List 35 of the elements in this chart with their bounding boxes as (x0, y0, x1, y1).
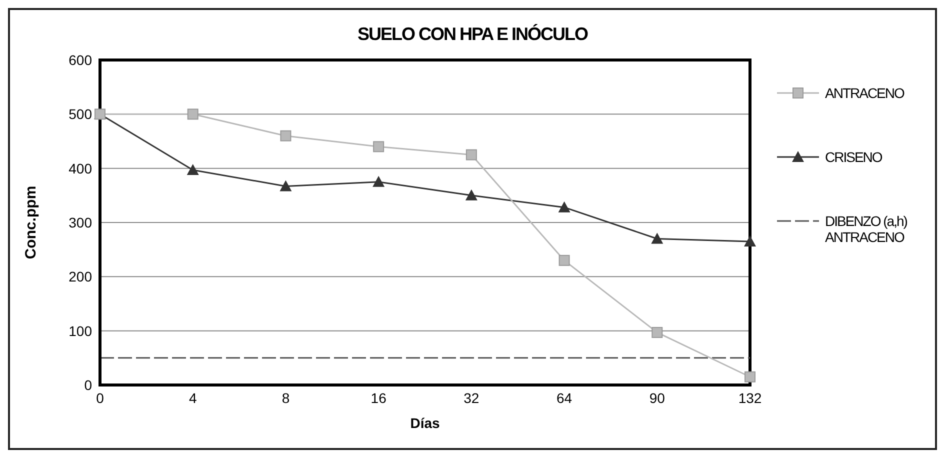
y-tick-label: 300 (68, 214, 92, 230)
point (744, 235, 756, 246)
point (187, 108, 198, 120)
point (652, 326, 663, 338)
x-tick-label: 132 (738, 390, 762, 406)
point (373, 141, 384, 152)
x-tick-label: 90 (649, 390, 666, 406)
point (186, 164, 199, 175)
point (280, 180, 292, 192)
y-tick-label: 400 (68, 160, 92, 176)
legend-label: CRISENO (825, 149, 883, 165)
x-axis-title: Días (410, 415, 440, 431)
point (372, 176, 385, 187)
y-axis-title: Conc.ppm (22, 186, 40, 260)
x-tick-label: 8 (282, 390, 290, 406)
point (280, 130, 292, 142)
point (558, 254, 570, 266)
x-tick-label: 64 (556, 390, 572, 406)
y-tick-label: 600 (68, 52, 92, 68)
point (466, 149, 477, 160)
point (465, 189, 478, 200)
y-tick-label: 200 (68, 268, 92, 285)
x-tick-label: 16 (370, 390, 387, 406)
point (744, 371, 756, 382)
x-tick-label: 0 (96, 390, 104, 406)
x-tick-label: 32 (464, 390, 480, 406)
x-tick-label: 4 (188, 390, 197, 406)
y-tick-label: 0 (84, 376, 92, 393)
legend-label: DIBENZO (a,h) ANTRACENO (825, 213, 908, 245)
point (651, 232, 664, 244)
legend-label: ANTRACENO (825, 85, 906, 101)
y-tick-label: 100 (68, 322, 92, 339)
chart-title: SUELO CON HPA E INÓCULO (356, 24, 589, 45)
point (558, 201, 570, 212)
y-tick-label: 500 (68, 106, 92, 122)
